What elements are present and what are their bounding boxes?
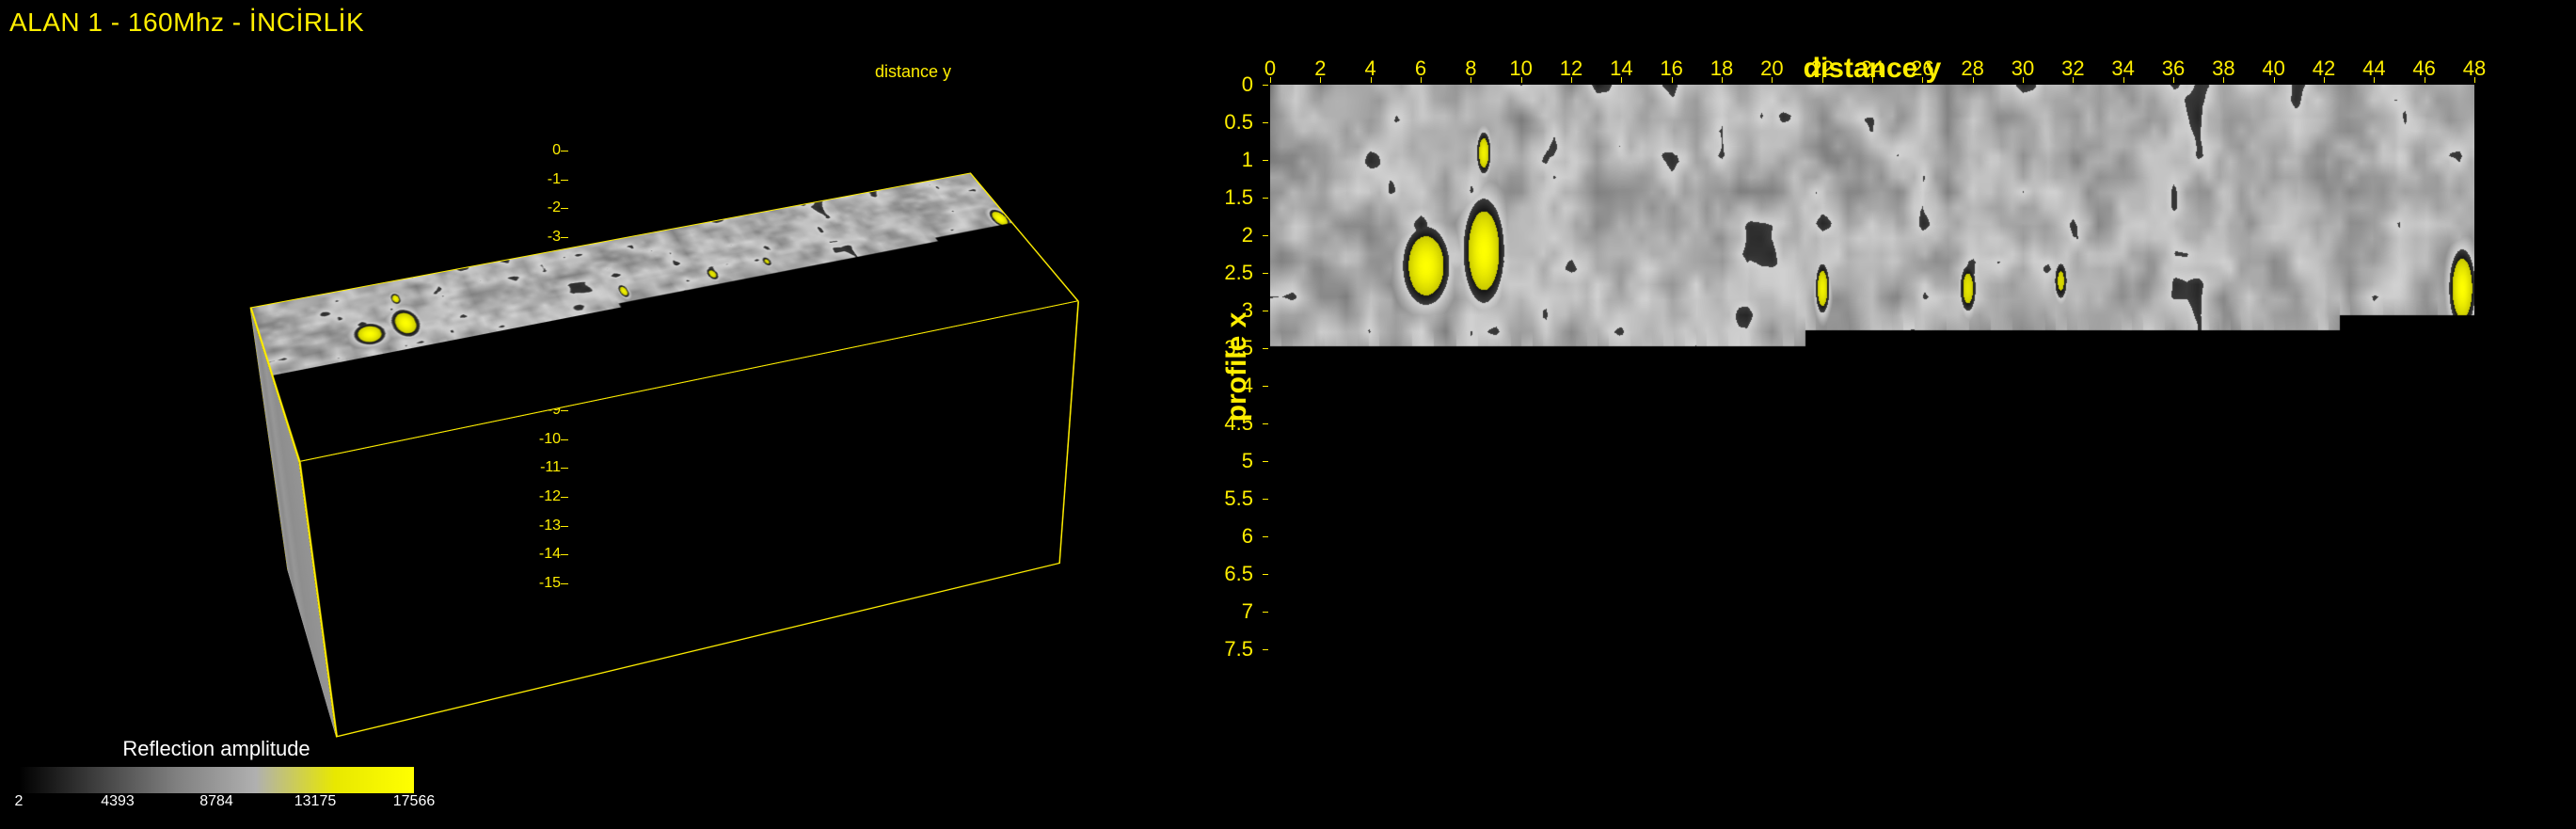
- axis-x-tick-label: 6: [1242, 524, 1253, 549]
- axis-x-tick-label: 0: [1242, 72, 1253, 97]
- page-title: ALAN 1 - 160Mhz - İNCİRLİK: [9, 8, 364, 38]
- colorbar-tick: 4393: [101, 793, 135, 810]
- heatmap-canvas: [1270, 85, 2474, 649]
- depth-tick-label: 0: [552, 142, 561, 159]
- colorbar-tick: 8784: [199, 793, 233, 810]
- colorbar-ticks: 2439387841317517566: [19, 793, 414, 812]
- colorbar-tick: 2: [15, 793, 24, 810]
- colorbar-title: Reflection amplitude: [19, 737, 414, 761]
- depth-tick-label: -3: [548, 229, 561, 246]
- axis-label-distance-y-3d: distance y: [875, 62, 951, 82]
- axis-x-tick-label: 5.5: [1224, 486, 1253, 511]
- axis-x-tick-label: 6.5: [1224, 562, 1253, 586]
- axis-x-tick-label: 3.5: [1224, 336, 1253, 360]
- axis-x-tick-label: 0.5: [1224, 110, 1253, 135]
- axis-x-tick-label: 2.5: [1224, 261, 1253, 285]
- axis-x-tick-label: 5: [1242, 449, 1253, 473]
- axis-x-tick-label: 1: [1242, 148, 1253, 172]
- axis-x-tick-label: 4.5: [1224, 411, 1253, 436]
- axis-x-tick-label: 1.5: [1224, 185, 1253, 210]
- depth-tick-label: -2: [548, 199, 561, 216]
- colorbar: Reflection amplitude 2439387841317517566: [19, 737, 414, 812]
- colorbar-gradient: [19, 767, 414, 793]
- colorbar-tick: 13175: [294, 793, 337, 810]
- view-2d-slice[interactable]: distance y profile x 0246810121416182022…: [1270, 85, 2474, 649]
- view-3d[interactable]: distance y depth z 0-1-2-3-4-5-6-7-8-9-1…: [235, 38, 1176, 753]
- axis-x-tick-label: 7.5: [1224, 637, 1253, 662]
- axis-x-tick-label: 3: [1242, 298, 1253, 323]
- axis-x-tick-label: 2: [1242, 223, 1253, 247]
- axis-x-tick-label: 7: [1242, 599, 1253, 624]
- cube-wireframe: [250, 172, 1172, 597]
- top-surface-slice: [250, 172, 1080, 462]
- axis-x-tick-label: 4: [1242, 374, 1253, 398]
- depth-tick-label: -1: [548, 171, 561, 188]
- colorbar-tick: 17566: [393, 793, 436, 810]
- axis-label-profile-x: profile x: [1221, 312, 1253, 422]
